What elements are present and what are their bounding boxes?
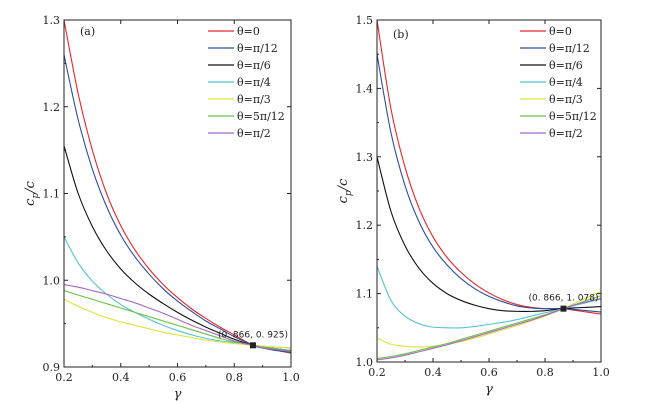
- x-tick-label: 0.2: [55, 371, 73, 384]
- y-axis-label: cp/c: [23, 180, 41, 205]
- x-tick-label: 0.4: [112, 371, 130, 384]
- x-tick-label: 1.0: [282, 371, 300, 384]
- x-tick-label: 0.8: [536, 366, 554, 379]
- y-axis-label-tail: /c: [336, 178, 351, 192]
- series-line-5: [377, 295, 601, 360]
- y-tick-label: 1.2: [356, 219, 374, 232]
- y-tick-label: 1.0: [356, 356, 374, 369]
- panel-label: (b): [393, 28, 409, 41]
- panel-b: (0. 866, 1. 078) 0.2 0.4 0.6 0.8 1.0 1.0 1.1 1.2…: [336, 14, 610, 397]
- y-axis-label-main: c: [23, 198, 38, 206]
- y-tick-label: 1.4: [356, 82, 374, 95]
- x-tick-label: 0.4: [424, 366, 442, 379]
- x-axis-label: γ: [485, 382, 493, 397]
- series-lines: [64, 20, 291, 354]
- y-axis-label-tail: /c: [23, 180, 38, 194]
- legend: θ=0 θ=π/12 θ=π/6 θ=π/4 θ=π/3 θ=5π/12 θ=π/2: [208, 25, 285, 140]
- y-tick-label: 1.3: [43, 14, 61, 27]
- legend-entry: θ=5π/12: [237, 110, 285, 123]
- panel-label: (a): [80, 25, 95, 38]
- legend-entry: θ=π/6: [237, 59, 271, 72]
- legend: θ=0 θ=π/12 θ=π/6 θ=π/4 θ=π/3 θ=5π/12 θ=π/2: [520, 25, 597, 140]
- x-tick-label: 1.0: [592, 366, 610, 379]
- legend-entry: θ=π/4: [549, 76, 583, 89]
- y-tick-label: 1.1: [43, 188, 61, 201]
- y-tick-label: 0.9: [43, 361, 61, 374]
- y-tick-label: 1.0: [43, 274, 61, 287]
- legend-entry: θ=5π/12: [549, 110, 597, 123]
- legend-entry: θ=0: [549, 25, 572, 38]
- x-tick-label: 0.6: [480, 366, 498, 379]
- y-tick-label: 1.2: [43, 101, 61, 114]
- x-tick-label: 0.8: [226, 371, 244, 384]
- intersection-marker: [249, 342, 256, 349]
- series-line-5: [64, 290, 291, 352]
- panel-a: (0. 866, 0. 925) 0.2 0.4 0.6 0.8 1.0 0.9 1.0 1.1…: [23, 14, 300, 402]
- x-axis-label: γ: [174, 387, 182, 402]
- legend-entry: θ=π/3: [549, 93, 583, 106]
- legend-entry: θ=π/2: [549, 127, 583, 140]
- legend-entry: θ=π/3: [237, 93, 271, 106]
- legend-entry: θ=π/6: [549, 59, 583, 72]
- legend-entry: θ=π/4: [237, 76, 271, 89]
- x-tick-label: 0.6: [169, 371, 187, 384]
- series-line-4: [64, 298, 291, 349]
- x-tick-label: 0.2: [368, 366, 386, 379]
- legend-entry: θ=π/2: [237, 127, 271, 140]
- legend-entry: θ=0: [237, 25, 260, 38]
- y-axis-label-sub: p: [344, 190, 354, 196]
- legend-entry: θ=π/12: [549, 42, 590, 55]
- y-axis-label-main: c: [336, 195, 351, 203]
- y-tick-label: 1.5: [356, 14, 374, 27]
- intersection-marker: [560, 305, 567, 312]
- series-line-6: [64, 284, 291, 352]
- series-line-6: [377, 297, 601, 361]
- intersection-label: (0. 866, 0. 925): [218, 330, 288, 340]
- y-axis-label-sub: p: [31, 193, 41, 199]
- series-line-2: [377, 156, 601, 313]
- y-axis-label: cp/c: [336, 178, 354, 203]
- legend-entry: θ=π/12: [237, 42, 278, 55]
- y-tick-label: 1.3: [356, 151, 374, 164]
- y-tick-label: 1.1: [356, 288, 374, 301]
- intersection-label: (0. 866, 1. 078): [528, 294, 598, 304]
